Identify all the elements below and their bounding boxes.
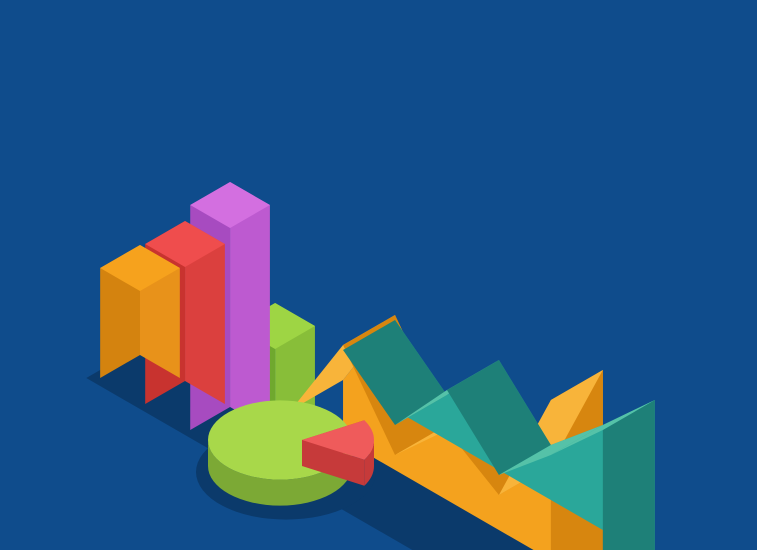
isometric-charts-illustration bbox=[0, 0, 757, 550]
